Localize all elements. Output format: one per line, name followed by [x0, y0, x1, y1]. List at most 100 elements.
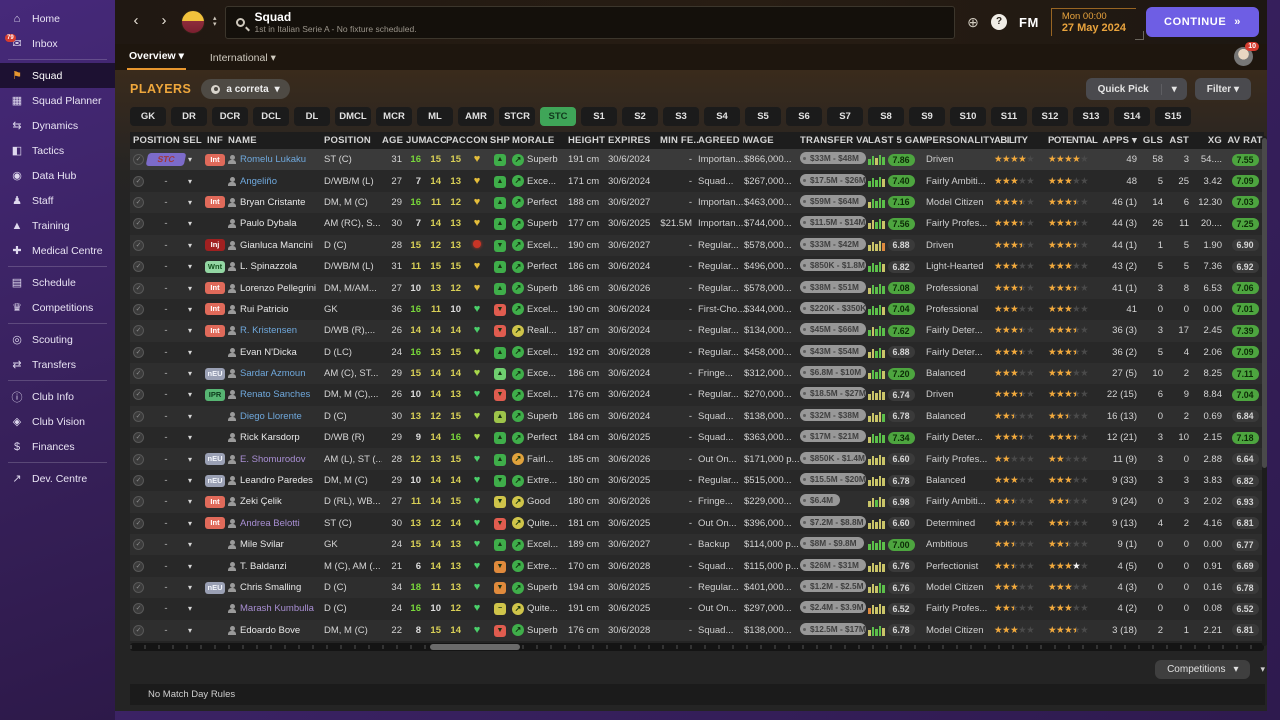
row-chevron-down-icon[interactable]: ▾ — [188, 219, 193, 229]
column-header-name[interactable]: NAME — [228, 135, 257, 146]
column-header-last-5-gam-[interactable]: LAST 5 GAM... — [868, 135, 926, 146]
table-row[interactable]: ✓ STC ▾ Int Romelu Lukaku ST (C) 31 16 15 15 ♥ ▲ ↗ Su… — [130, 149, 1264, 171]
column-header-shp[interactable]: SHP — [489, 135, 511, 146]
row-chevron-down-icon[interactable]: ▾ — [188, 625, 193, 635]
position-chip-s4[interactable]: S4 — [704, 107, 740, 126]
player-name-link[interactable]: L. Spinazzola — [240, 261, 298, 273]
position-chip-s2[interactable]: S2 — [622, 107, 658, 126]
row-check-icon[interactable]: ✓ — [133, 218, 144, 230]
row-check-icon[interactable]: ✓ — [133, 539, 144, 551]
sidebar-item-squad[interactable]: ⚑ Squad — [0, 63, 115, 88]
sidebar-item-finances[interactable]: $ Finances — [0, 434, 115, 459]
row-chevron-down-icon[interactable]: ▾ — [188, 304, 193, 314]
row-check-icon[interactable]: ✓ — [133, 154, 144, 166]
row-check-icon[interactable]: ✓ — [133, 624, 144, 636]
position-chip-stc[interactable]: STC — [540, 107, 576, 126]
competitions-dropdown[interactable]: Competitions ▾ — [1155, 659, 1251, 679]
row-chevron-down-icon[interactable]: ▾ — [188, 561, 193, 571]
back-arrow-icon[interactable]: ‹ — [133, 12, 139, 29]
position-chip-gk[interactable]: GK — [130, 107, 166, 126]
table-row[interactable]: ✓ - ▾ Evan N'Dicka D (LC) 24 16 13 15 ♥ ▲ ↗ Excel...… — [130, 341, 1264, 363]
sidebar-item-club-vision[interactable]: ◈ Club Vision — [0, 409, 115, 434]
column-header-age[interactable]: AGE — [382, 135, 404, 146]
row-check-icon[interactable]: ✓ — [133, 303, 144, 315]
row-chevron-down-icon[interactable]: ▾ — [188, 583, 193, 592]
position-chip-s6[interactable]: S6 — [786, 107, 822, 126]
horizontal-scrollbar[interactable] — [130, 643, 1264, 651]
row-check-icon[interactable]: ✓ — [133, 560, 144, 572]
player-name-link[interactable]: Mile Svilar — [240, 539, 284, 551]
player-name-link[interactable]: Marash Kumbulla — [240, 603, 314, 615]
column-header-wage[interactable]: WAGE — [744, 135, 774, 146]
table-row[interactable]: ✓ - ▾ Inj Gianluca Mancini D (C) 28 15 12 13 ▼ ↗ Exc… — [130, 234, 1264, 256]
row-check-icon[interactable]: ✓ — [133, 453, 144, 465]
row-chevron-down-icon[interactable]: ▾ — [188, 176, 193, 186]
sidebar-item-medical-centre[interactable]: ✚ Medical Centre — [0, 238, 115, 263]
help-icon[interactable]: ? — [991, 14, 1008, 30]
sidebar-item-transfers[interactable]: ⇄ Transfers — [0, 352, 115, 377]
row-check-icon[interactable]: ✓ — [133, 261, 144, 273]
table-row[interactable]: ✓ - ▾ Wnt L. Spinazzola D/WB/M (L) 31 11 15 15 ♥ ▲ ↗… — [130, 255, 1264, 278]
column-header-xg[interactable]: XG — [1207, 135, 1222, 146]
position-chip-dl[interactable]: DL — [294, 107, 330, 126]
table-row[interactable]: ✓ - ▾ IPR Renato Sanches DM, M (C),... 26 10 14 1… — [130, 384, 1264, 406]
row-chevron-down-icon[interactable]: ▾ — [188, 197, 193, 207]
row-chevron-down-icon[interactable]: ▾ — [188, 497, 193, 507]
table-row[interactable]: ✓ - ▾ Int Rui Patricio GK 36 16 11 10 ♥ ▼ ↗ Excel... 1… — [130, 298, 1264, 321]
player-name-link[interactable]: Angeliño — [240, 175, 277, 187]
table-row[interactable]: ✓ - ▾ Diego Llorente D (C) 30 13 12 15 ♥ ▲ ↗ Superb 1… — [130, 405, 1264, 428]
sidebar-item-staff[interactable]: ♟ Staff — [0, 188, 115, 213]
tab-international[interactable]: International ▾ — [209, 52, 276, 64]
column-header-apps[interactable]: APPS ▾ — [1102, 135, 1137, 146]
position-chip-s11[interactable]: S11 — [991, 107, 1027, 126]
column-header-ast[interactable]: AST — [1169, 135, 1189, 146]
column-header-height[interactable]: HEIGHT — [568, 135, 606, 146]
row-chevron-down-icon[interactable]: ▾ — [188, 262, 193, 272]
row-chevron-down-icon[interactable]: ▾ — [188, 155, 193, 165]
roma-club-badge[interactable] — [181, 10, 205, 34]
table-row[interactable]: ✓ - ▾ nEU Sardar Azmoun AM (C), ST... 29 15 14 14… — [130, 362, 1264, 385]
row-chevron-down-icon[interactable]: ▾ — [188, 390, 193, 400]
sidebar-item-dev-centre[interactable]: ↗ Dev. Centre — [0, 466, 115, 491]
position-chip-s7[interactable]: S7 — [827, 107, 863, 126]
continue-button[interactable]: CONTINUE » — [1146, 7, 1259, 37]
row-chevron-down-icon[interactable]: ▾ — [188, 326, 193, 336]
row-chevron-down-icon[interactable]: ▾ — [188, 454, 193, 464]
player-name-link[interactable]: Gianluca Mancini — [240, 239, 313, 251]
column-header-transfer-val-[interactable]: TRANSFER VAL... — [800, 135, 868, 146]
player-name-link[interactable]: Rui Patricio — [240, 303, 289, 315]
position-chip-dmcl[interactable]: DMCL — [335, 107, 371, 126]
position-chip-s3[interactable]: S3 — [663, 107, 699, 126]
row-chevron-down-icon[interactable]: ▾ — [188, 240, 193, 250]
table-row[interactable]: ✓ - ▾ Int R. Kristensen D/WB (R),... 26 14 14 14 ♥… — [130, 320, 1264, 342]
vertical-scrollbar[interactable] — [1262, 136, 1267, 646]
column-header-expires[interactable]: EXPIRES — [608, 135, 651, 146]
world-icon[interactable]: ⊕ — [967, 13, 979, 30]
sidebar-item-tactics[interactable]: ◧ Tactics — [0, 138, 115, 163]
position-chip-dcr[interactable]: DCR — [212, 107, 248, 126]
column-header-personality[interactable]: PERSONALITY — [926, 135, 994, 146]
column-header-av-rat[interactable]: AV RAT — [1227, 135, 1263, 146]
table-row[interactable]: ✓ - ▾ Edoardo Bove DM, M (C) 22 8 15 14 ♥ ▼ ↗ Superb… — [130, 619, 1264, 641]
row-chevron-down-icon[interactable]: ▾ — [188, 411, 193, 421]
manager-avatar[interactable]: 10 — [1234, 42, 1259, 66]
row-check-icon[interactable]: ✓ — [133, 517, 144, 529]
column-header-morale[interactable]: MORALE — [512, 135, 555, 146]
row-chevron-down-icon[interactable]: ▾ — [188, 283, 193, 293]
column-header-pac[interactable]: PAC — [446, 135, 466, 146]
column-header-position[interactable]: POSITION — [324, 135, 371, 146]
row-check-icon[interactable]: ✓ — [133, 496, 144, 508]
player-name-link[interactable]: Edoardo Bove — [240, 624, 301, 636]
sidebar-item-home[interactable]: ⌂ Home — [0, 6, 115, 31]
player-name-link[interactable]: Bryan Cristante — [240, 196, 306, 208]
sidebar-item-dynamics[interactable]: ⇆ Dynamics — [0, 113, 115, 138]
position-chip-amr[interactable]: AMR — [458, 107, 494, 126]
position-chip-stcr[interactable]: STCR — [499, 107, 535, 126]
row-chevron-down-icon[interactable]: ▾ — [188, 347, 193, 357]
position-chip-s1[interactable]: S1 — [581, 107, 617, 126]
table-row[interactable]: ✓ - ▾ Rick Karsdorp D/WB (R) 29 9 14 16 ♥ ▲ ↗ Perfec… — [130, 427, 1264, 449]
row-check-icon[interactable]: ✓ — [133, 582, 144, 593]
position-chip-dr[interactable]: DR — [171, 107, 207, 126]
forward-arrow-icon[interactable]: › — [161, 12, 167, 29]
panel-collapse-chevron-icon[interactable]: ▾ — [1260, 663, 1265, 674]
